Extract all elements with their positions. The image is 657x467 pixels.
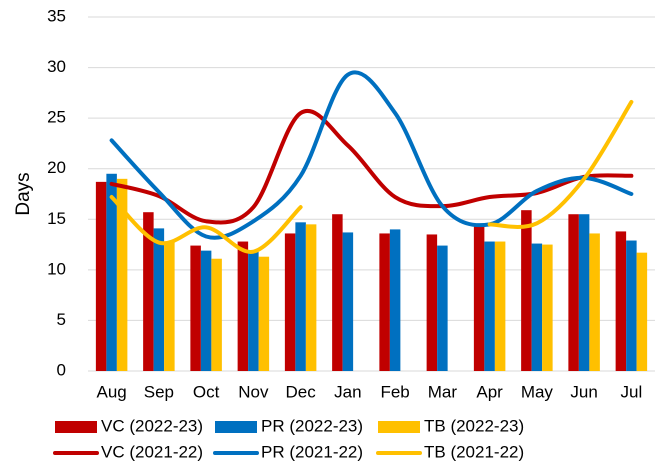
legend-swatch xyxy=(215,421,257,433)
bar xyxy=(379,233,390,371)
x-tick-label: Sep xyxy=(144,382,174,401)
bar xyxy=(106,173,117,371)
bar xyxy=(636,252,648,371)
line xyxy=(109,99,634,254)
bar xyxy=(143,212,154,371)
y-tick-label: 0 xyxy=(57,360,66,379)
bar xyxy=(615,231,627,371)
bar xyxy=(248,251,259,371)
legend-label: PR (2021-22) xyxy=(261,442,363,461)
line xyxy=(109,109,634,225)
x-tick-label: Aug xyxy=(97,382,127,401)
x-tick-label: Feb xyxy=(380,382,409,401)
x-tick-label: Nov xyxy=(238,382,269,401)
bar xyxy=(200,250,212,371)
bar xyxy=(626,240,637,371)
x-tick-label: Apr xyxy=(476,382,503,401)
bar xyxy=(237,241,249,371)
bar xyxy=(284,233,296,371)
bar xyxy=(95,181,107,371)
bar xyxy=(389,229,401,371)
bar xyxy=(295,222,306,371)
bar xyxy=(494,241,506,371)
y-tick-label: 30 xyxy=(47,57,66,76)
y-axis-label: Days xyxy=(13,172,34,215)
legend-label: TB (2022-23) xyxy=(424,416,524,435)
x-tick-label: Oct xyxy=(193,382,220,401)
y-tick-label: 5 xyxy=(57,310,66,329)
bar xyxy=(332,214,343,371)
x-tick-label: Jul xyxy=(621,382,643,401)
bar xyxy=(426,234,438,371)
bar xyxy=(211,258,222,371)
bar xyxy=(589,233,600,371)
legend-label: TB (2021-22) xyxy=(424,442,524,461)
legend-swatch xyxy=(378,421,420,433)
x-tick-label: Jan xyxy=(334,382,361,401)
bar xyxy=(116,178,128,371)
y-tick-label: 20 xyxy=(47,158,66,177)
y-tick-label: 15 xyxy=(47,209,66,228)
bar xyxy=(164,241,175,371)
x-tick-label: May xyxy=(521,382,554,401)
x-tick-label: Jun xyxy=(570,382,597,401)
bar xyxy=(473,225,485,371)
y-tick-label: 35 xyxy=(47,6,66,25)
line xyxy=(109,70,634,240)
bar xyxy=(190,245,201,371)
bar xyxy=(437,245,448,371)
bar xyxy=(568,214,579,371)
legend-label: VC (2021-22) xyxy=(101,442,203,461)
bar xyxy=(542,244,553,371)
bar xyxy=(531,243,543,371)
bar xyxy=(305,224,317,371)
x-tick-label: Dec xyxy=(286,382,317,401)
bar xyxy=(342,232,354,371)
bar xyxy=(153,228,165,371)
bar xyxy=(258,256,270,371)
bar xyxy=(484,241,495,371)
y-tick-label: 25 xyxy=(47,108,66,127)
legend-swatch xyxy=(55,421,97,433)
legend-label: PR (2022-23) xyxy=(261,416,363,435)
legend-label: VC (2022-23) xyxy=(101,416,203,435)
y-tick-label: 10 xyxy=(47,259,66,278)
bar xyxy=(578,214,590,371)
bar xyxy=(521,210,532,371)
x-tick-label: Mar xyxy=(428,382,458,401)
